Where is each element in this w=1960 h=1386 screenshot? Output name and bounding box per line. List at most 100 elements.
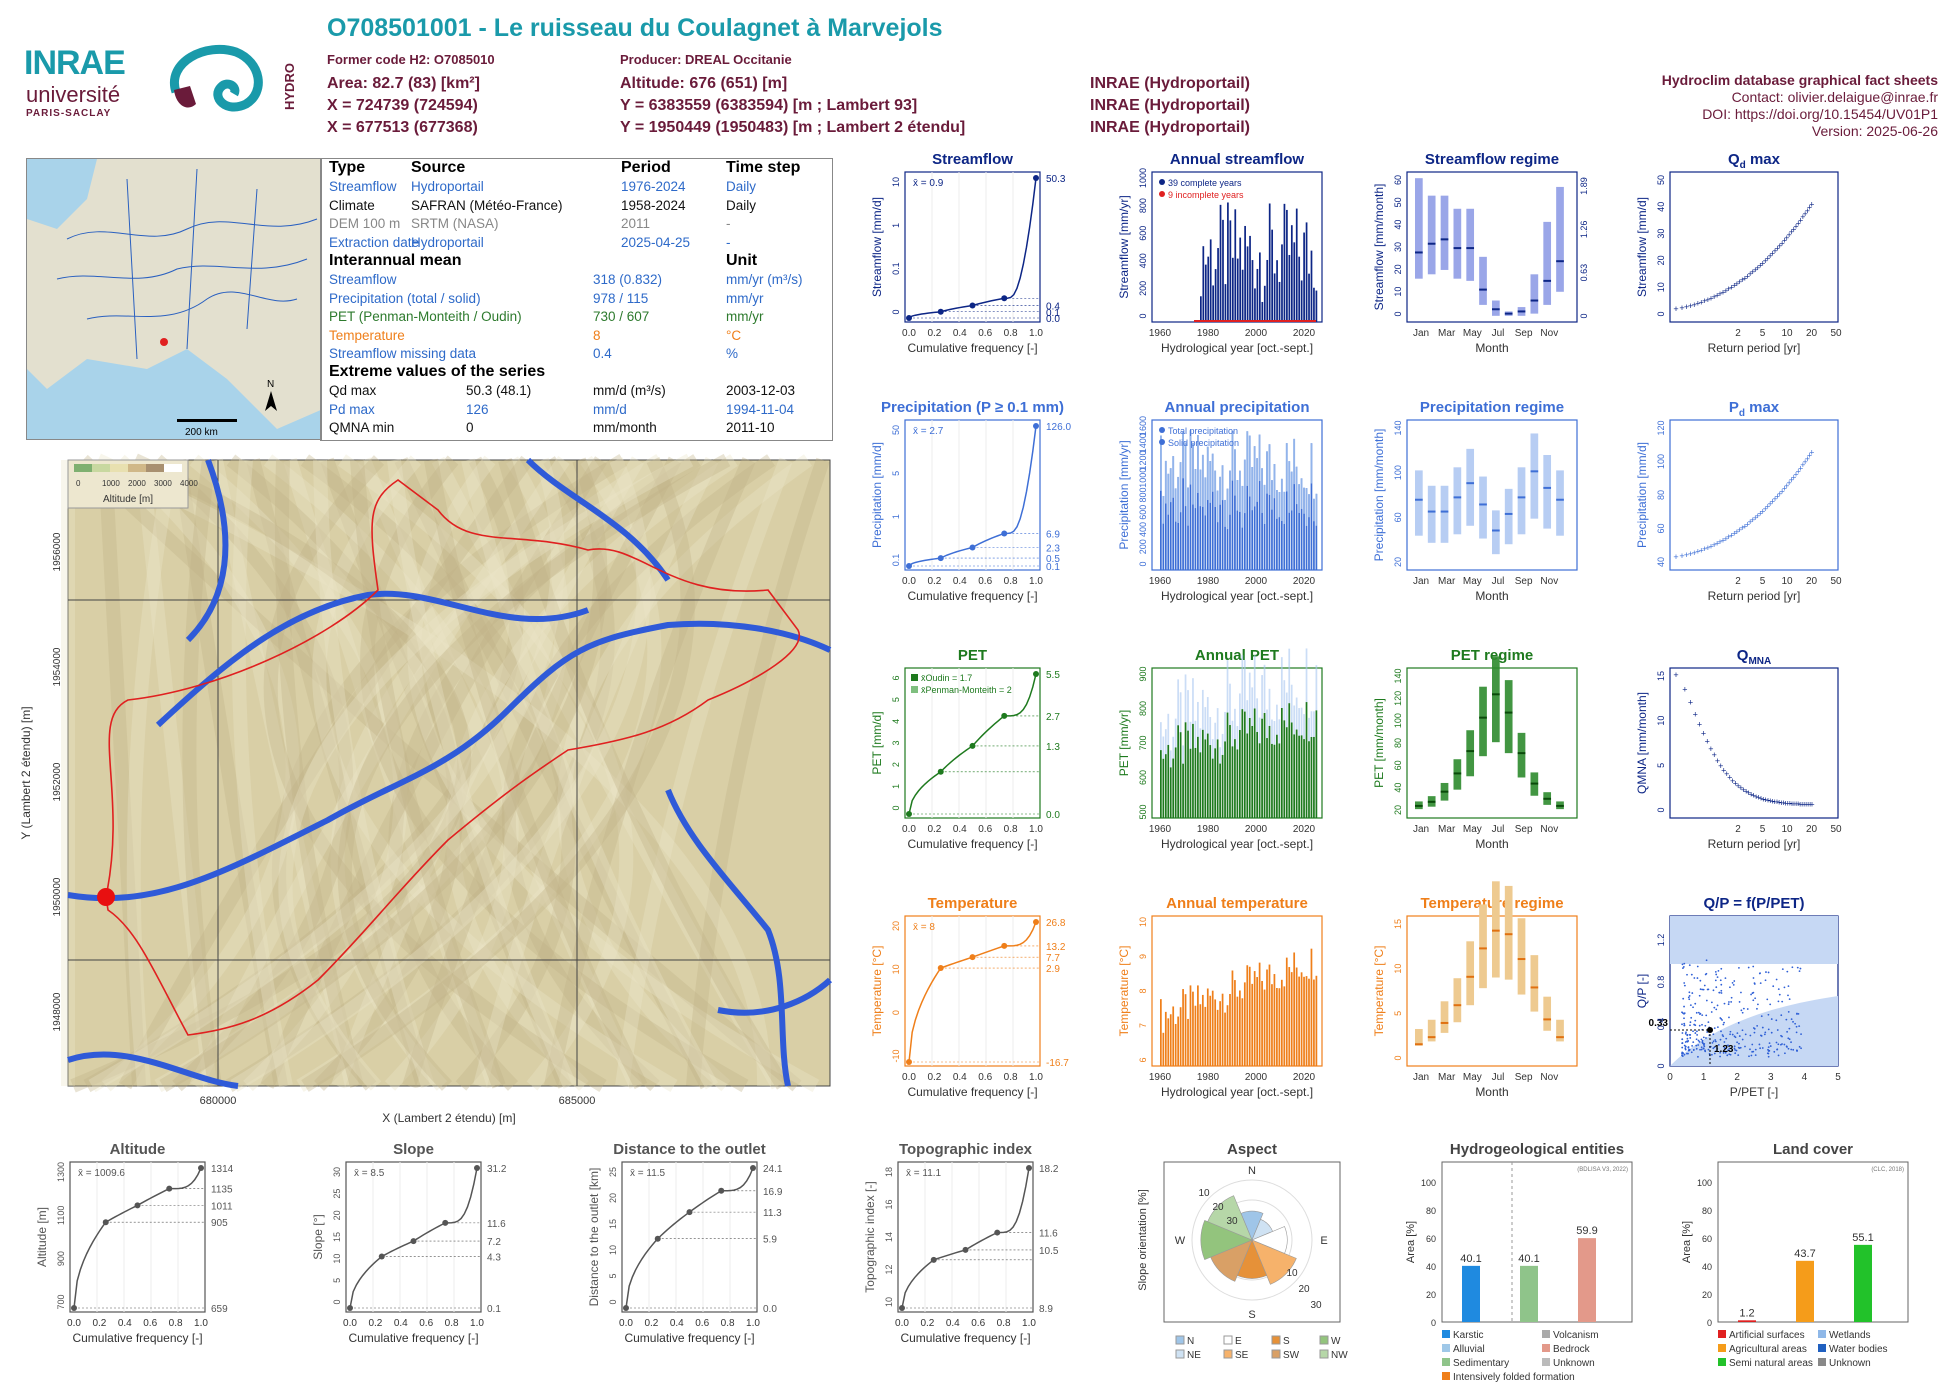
annual-bar xyxy=(1281,244,1283,322)
right-tick: 2.7 xyxy=(1046,712,1060,723)
extreme-chart-svg: Qd max+ + ++++++++++++++++++++++++++++++++… xyxy=(1635,151,1842,355)
annual-bar-secondary xyxy=(1199,728,1202,753)
extreme-point: + xyxy=(1729,282,1734,292)
annual-bar xyxy=(1273,464,1276,570)
qp-point xyxy=(1727,1003,1730,1006)
x-tick: Jul xyxy=(1492,1072,1505,1083)
qp-point xyxy=(1682,967,1684,970)
annual-bar xyxy=(1271,229,1274,322)
qp-point xyxy=(1732,984,1735,986)
qp-point xyxy=(1681,1052,1684,1055)
right-tick: 0.0 xyxy=(1046,810,1060,821)
qp-point xyxy=(1683,984,1686,987)
info-cell: Streamflow xyxy=(329,179,397,194)
y-label: Slope [°] xyxy=(311,1214,325,1260)
y-tick: 0 xyxy=(1656,1063,1666,1068)
extreme-title: Extreme values of the series xyxy=(329,363,546,380)
extreme-point: + xyxy=(1779,238,1784,248)
annual-bar xyxy=(1201,729,1204,818)
extreme-cell: 126 xyxy=(466,401,489,417)
qp-point xyxy=(1712,1047,1715,1050)
annual-bar-secondary xyxy=(1295,697,1298,730)
extreme-point: + xyxy=(1798,215,1803,225)
y-label: Area [%] xyxy=(1681,1221,1693,1263)
extreme-point: + xyxy=(1695,547,1700,557)
qp-point xyxy=(1683,1017,1685,1020)
annual-bar xyxy=(1271,984,1273,1066)
y-tick: 500 xyxy=(1138,804,1148,819)
regime-box xyxy=(1440,485,1449,543)
legend-label: Solid precipitation xyxy=(1168,438,1239,448)
chart-pet-cdf: PET 5.5 2.7 1.3 0.0 0.0 0.2 0.4 0.6 0.8 1.0 0 1 2 3 4 5 6… xyxy=(855,646,1080,851)
annual-bar-secondary xyxy=(1241,485,1244,528)
annual-bar xyxy=(1251,467,1254,570)
extreme-point: + xyxy=(1745,271,1750,281)
x-tick: 0.2 xyxy=(927,576,941,587)
qp-point xyxy=(1695,1011,1698,1014)
annual-bar-secondary xyxy=(1167,713,1170,745)
x-tick: Jul xyxy=(1492,576,1505,587)
x-tick: 20 xyxy=(1806,576,1818,587)
extreme-point: + xyxy=(1699,297,1704,307)
chart-qmna: QMNA + + + + + + + + + + + + + + + + + + + + + + + + + + + + + + + + + + + +… xyxy=(1620,646,1845,851)
annual-bar xyxy=(1248,435,1251,570)
qp-point xyxy=(1768,1049,1771,1052)
extreme-cell: 0 xyxy=(466,420,474,435)
legend-label: 39 complete years xyxy=(1168,178,1242,188)
x-tick: 0.0 xyxy=(902,576,916,587)
annual-bar xyxy=(1199,752,1202,818)
y-tick: 0 xyxy=(1656,807,1666,812)
interannual-cell: Temperature xyxy=(329,327,405,343)
annual-bar-secondary xyxy=(1187,487,1189,526)
right-tick: 5.9 xyxy=(763,1235,777,1246)
qp-point xyxy=(1701,1039,1704,1042)
annual-bar-secondary xyxy=(1266,451,1268,494)
factsheet-version: Version: 2025-06-26 xyxy=(1811,123,1938,139)
qp-point xyxy=(1749,1034,1752,1037)
annual-bar-secondary xyxy=(1256,458,1259,502)
annual-bar xyxy=(1192,723,1194,818)
annual-bar-secondary xyxy=(1266,709,1268,739)
y-tick: 100 xyxy=(1656,454,1666,469)
qp-point xyxy=(1794,1022,1797,1025)
x-tick: 1960 xyxy=(1149,576,1172,587)
qp-point xyxy=(1750,993,1752,996)
annual-bar xyxy=(1229,993,1231,1066)
right-tick: 7.7 xyxy=(1046,953,1060,964)
qp-point xyxy=(1700,1038,1703,1041)
regime-chart-svg: Streamflow regime Jan Mar May Jul Sep Nov 0 10 20… xyxy=(1372,151,1589,355)
extreme-point: + xyxy=(1777,798,1782,808)
x-tick: 1.0 xyxy=(1022,1318,1036,1329)
annual-bar xyxy=(1167,1018,1170,1066)
qp-point xyxy=(1747,966,1750,969)
qp-point xyxy=(1785,1045,1788,1048)
annual-bar xyxy=(1194,1005,1197,1066)
regime-box xyxy=(1504,488,1513,545)
x-tick: Jan xyxy=(1413,328,1429,339)
regime-box xyxy=(1517,918,1526,995)
qp-point xyxy=(1715,973,1718,976)
annual-bar xyxy=(1293,242,1296,322)
annual-bar-secondary xyxy=(1273,464,1276,499)
annual-bar-secondary xyxy=(1179,462,1182,513)
right-tick: 6.9 xyxy=(1046,529,1060,540)
annual-bar-secondary xyxy=(1234,449,1236,496)
extreme-point: + xyxy=(1679,303,1684,313)
annual-bar xyxy=(1266,259,1269,322)
legend-tick: 1000 xyxy=(102,479,120,488)
extreme-point: + xyxy=(1798,463,1803,473)
qp-point xyxy=(1691,1044,1694,1047)
annual-bar xyxy=(1271,480,1273,570)
extreme-cell: Pd max xyxy=(329,401,375,417)
y-tick: 600 xyxy=(1138,505,1148,520)
qp-point xyxy=(1719,1055,1721,1058)
extreme-point: + xyxy=(1702,296,1707,306)
qp-point xyxy=(1760,1015,1763,1018)
chart-title: Precipitation regime xyxy=(1420,399,1564,416)
annual-bar-secondary xyxy=(1219,476,1221,505)
chart-topo-index: Topographic index 18.2 11.6 10.5 8.9 0.0 0.2 0.… xyxy=(848,1140,1073,1345)
qp-point xyxy=(1777,1043,1780,1046)
y-tick: 60 xyxy=(1702,1234,1712,1244)
y-tick: 5 xyxy=(1393,1011,1403,1016)
legend-tick: 2000 xyxy=(128,479,146,488)
